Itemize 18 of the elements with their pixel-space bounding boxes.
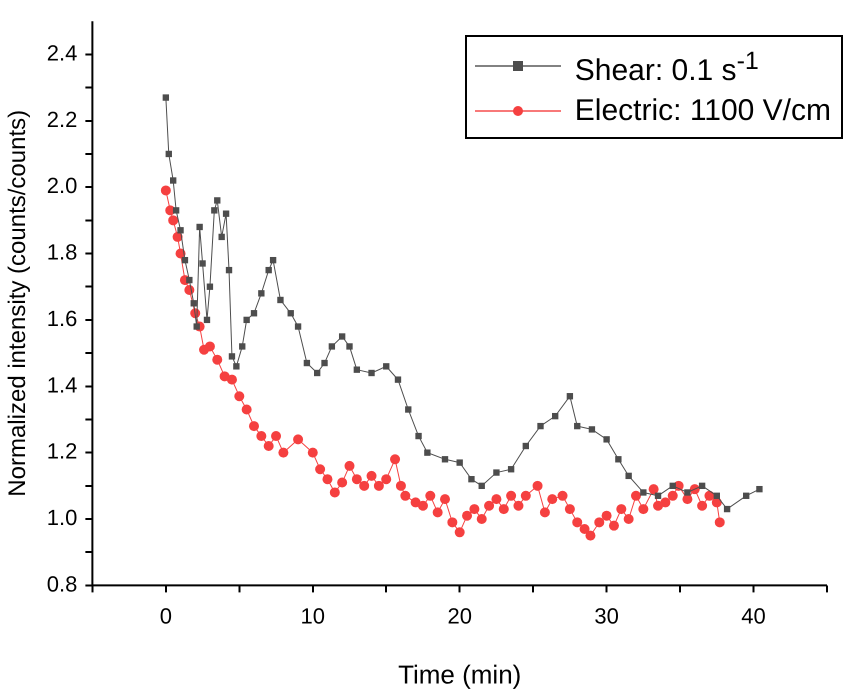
legend-label: Shear: 0.1 s$^{-1}$ xyxy=(574,46,759,90)
x-tick-label: 10 xyxy=(300,604,326,629)
y-tick-label: 2.0 xyxy=(46,173,78,198)
y-tick-label: 2.4 xyxy=(46,40,78,66)
y-axis-title: Normalized intensity (counts/counts) xyxy=(4,110,32,497)
y-tick-label: 1.2 xyxy=(46,438,78,464)
x-tick-label: 20 xyxy=(447,604,472,629)
x-tick-label: 40 xyxy=(741,604,766,629)
y-tick-label: 1.0 xyxy=(46,505,78,530)
y-tick-label: 0.8 xyxy=(46,571,78,596)
y-tick-label: 1.6 xyxy=(46,306,78,331)
y-tick-label: 1.8 xyxy=(46,240,78,265)
legend-label: Electric: 1100 V/cm xyxy=(574,93,831,130)
y-tick-label: 1.4 xyxy=(46,372,78,398)
x-axis-title: Time (min) xyxy=(398,660,522,690)
x-tick-label: 0 xyxy=(160,604,172,629)
x-tick-label: 30 xyxy=(594,604,619,629)
y-tick-label: 2.2 xyxy=(46,106,78,132)
